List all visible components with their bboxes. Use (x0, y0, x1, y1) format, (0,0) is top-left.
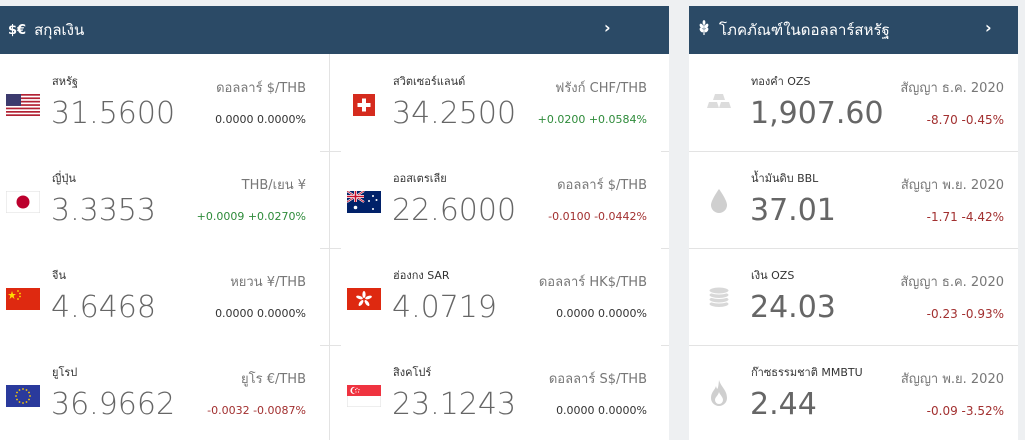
commodity-card-natural-gas[interactable]: ก๊าซธรรมชาติ MMBTU 2.44 สัญญา พ.ย. 2020 … (689, 345, 1018, 440)
currency-change: 0.0000 0.0000% (556, 404, 647, 417)
commodity-card-oil[interactable]: น้ำมันดิบ BBL 37.01 สัญญา พ.ย. 2020 -1.7… (689, 151, 1018, 248)
commodity-contract: สัญญา พ.ย. 2020 (900, 372, 1004, 387)
currency-price: 31.5600 (51, 96, 176, 131)
currency-price: 36.9662 (51, 387, 176, 422)
currency-change: +0.0009 +0.0270% (196, 210, 306, 223)
commodity-price: 1,907.60 (750, 96, 884, 131)
currency-card-eur[interactable]: ยูโรป 36.9662 ยูโร €/THB -0.0032 -0.0087… (0, 345, 320, 440)
commodities-panel: โภคภัณฑ์ในดอลลาร์สหรัฐ › ทองคำ OZS 1,907… (689, 6, 1018, 440)
japan-flag-icon (6, 191, 40, 213)
australia-flag-icon (347, 191, 381, 213)
currency-icon: $€ (8, 22, 27, 38)
chevron-right-icon[interactable]: › (604, 18, 611, 37)
currency-change: -0.0100 -0.0442% (548, 210, 647, 223)
currency-card-sgd[interactable]: สิงคโปร์ 23.1243 ดอลลาร์ S$/THB 0.0000 0… (341, 345, 661, 440)
currency-panel: $€ สกุลเงิน › สหรัฐ 31.5600 (0, 6, 669, 440)
commodity-contract: สัญญา พ.ย. 2020 (900, 178, 1004, 193)
chevron-right-icon[interactable]: › (985, 18, 992, 37)
currency-name: ฮ่องกง SAR (393, 269, 450, 282)
currency-price: 4.6468 (51, 290, 156, 325)
currency-name: สหรัฐ (52, 75, 78, 88)
currency-card-usd[interactable]: สหรัฐ 31.5600 ดอลลาร์ $/THB 0.0000 0.000… (0, 54, 320, 151)
currency-name: จีน (52, 269, 66, 282)
commodity-price: 24.03 (750, 290, 836, 325)
commodity-change: -8.70 -0.45% (926, 113, 1004, 127)
commodity-change: -1.71 -4.42% (926, 210, 1004, 224)
currency-price: 34.2500 (392, 96, 517, 131)
swiss-flag-icon (353, 94, 375, 116)
currency-unit: ยูโร €/THB (241, 372, 306, 387)
row-divider (689, 248, 1018, 249)
currency-unit: ดอลลาร์ S$/THB (548, 372, 647, 387)
wheat-icon (697, 20, 711, 40)
currency-name: ออสเตรเลีย (393, 172, 447, 185)
eu-flag-icon (6, 385, 40, 407)
currency-unit: ดอลลาร์ HK$/THB (538, 275, 647, 290)
currency-unit: ดอลลาร์ $/THB (216, 81, 306, 96)
us-flag-icon (6, 94, 40, 116)
commodity-price: 2.44 (750, 387, 817, 422)
gold-bars-icon (703, 86, 735, 120)
currency-price: 23.1243 (392, 387, 517, 422)
currency-unit: ฟรังก์ CHF/THB (555, 81, 647, 96)
commodity-change: -0.23 -0.93% (926, 307, 1004, 321)
commodity-card-silver[interactable]: เงิน OZS 24.03 สัญญา ธ.ค. 2020 -0.23 -0.… (689, 248, 1018, 345)
currency-change: 0.0000 0.0000% (215, 113, 306, 126)
row-divider (689, 345, 1018, 346)
commodity-name: น้ำมันดิบ BBL (751, 172, 819, 185)
currency-name: สวิตเซอร์แลนด์ (393, 75, 466, 88)
oil-drop-icon (703, 183, 735, 217)
currency-card-hkd[interactable]: ฮ่องกง SAR 4.0719 ดอลลาร์ HK$/THB 0.0000… (341, 248, 661, 345)
currency-name: ยูโรป (52, 366, 78, 379)
commodity-change: -0.09 -3.52% (926, 404, 1004, 418)
currency-card-jpy[interactable]: ญี่ปุ่น 3.3353 THB/เยน ¥ +0.0009 +0.0270… (0, 151, 320, 248)
silver-coins-icon (703, 280, 735, 314)
commodity-card-gold[interactable]: ทองคำ OZS 1,907.60 สัญญา ธ.ค. 2020 -8.70… (689, 54, 1018, 151)
currency-change: +0.0200 +0.0584% (537, 113, 647, 126)
commodity-price: 37.01 (750, 193, 836, 228)
hongkong-flag-icon (347, 288, 381, 310)
commodities-panel-header[interactable]: โภคภัณฑ์ในดอลลาร์สหรัฐ › (689, 6, 1018, 54)
currency-price: 3.3353 (51, 193, 156, 228)
commodities-panel-title: โภคภัณฑ์ในดอลลาร์สหรัฐ (719, 21, 890, 39)
currency-card-aud[interactable]: ออสเตรเลีย 22.6000 ดอลลาร์ $/THB -0.0100… (341, 151, 661, 248)
commodity-name: เงิน OZS (751, 269, 795, 282)
commodity-contract: สัญญา ธ.ค. 2020 (900, 81, 1004, 96)
currency-card-chf[interactable]: สวิตเซอร์แลนด์ 34.2500 ฟรังก์ CHF/THB +0… (341, 54, 661, 151)
currency-change: 0.0000 0.0000% (556, 307, 647, 320)
currency-unit: THB/เยน ¥ (241, 178, 306, 193)
commodity-name: ก๊าซธรรมชาติ MMBTU (751, 366, 863, 379)
currency-panel-header[interactable]: $€ สกุลเงิน › (0, 6, 669, 54)
currency-price: 4.0719 (392, 290, 497, 325)
currency-unit: ดอลลาร์ $/THB (557, 178, 647, 193)
currency-change: 0.0000 0.0000% (215, 307, 306, 320)
currency-name: ญี่ปุ่น (52, 172, 76, 185)
row-divider (689, 151, 1018, 152)
gas-flame-icon (703, 377, 735, 411)
column-divider (329, 54, 330, 440)
currency-panel-title: สกุลเงิน (34, 21, 85, 39)
currency-price: 22.6000 (392, 193, 517, 228)
singapore-flag-icon (347, 385, 381, 407)
commodity-contract: สัญญา ธ.ค. 2020 (900, 275, 1004, 290)
currency-card-cny[interactable]: จีน 4.6468 หยวน ¥/THB 0.0000 0.0000% (0, 248, 320, 345)
currency-change: -0.0032 -0.0087% (207, 404, 306, 417)
currency-unit: หยวน ¥/THB (230, 275, 306, 290)
china-flag-icon (6, 288, 40, 310)
currency-name: สิงคโปร์ (393, 366, 432, 379)
commodity-name: ทองคำ OZS (751, 75, 811, 88)
